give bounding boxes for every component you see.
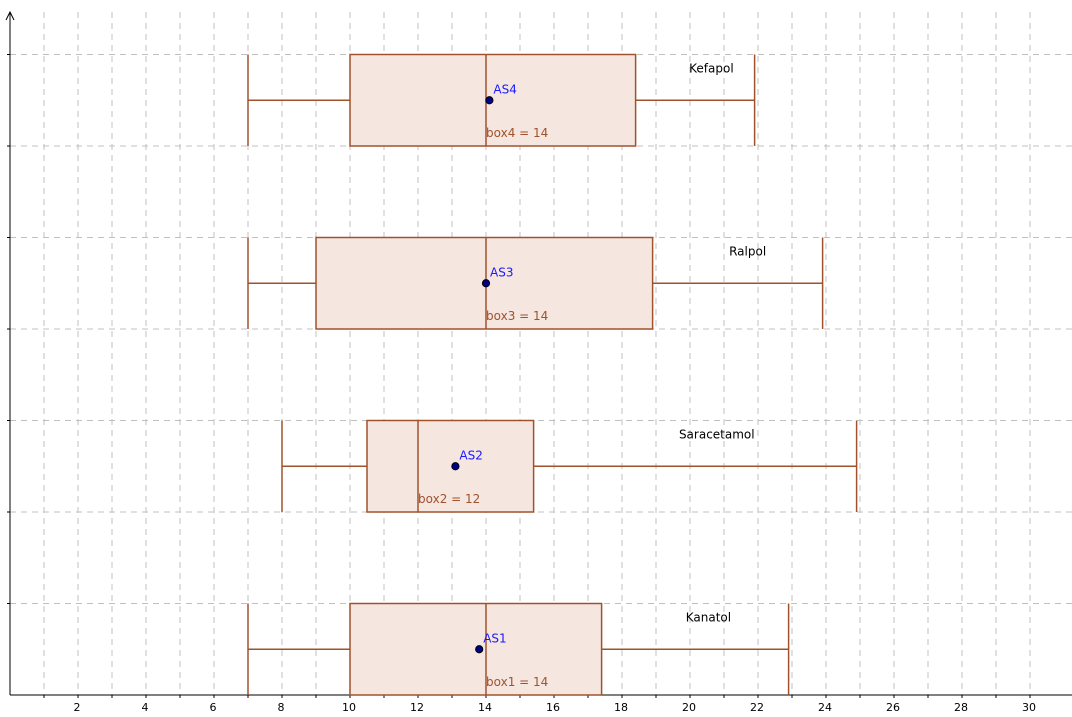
x-ticks: 2 4 6 8 10 12 14 16 18 20 22 24 26 28 30 bbox=[43, 695, 1036, 714]
grid bbox=[7, 12, 1072, 695]
mean-point-label: AS3 bbox=[490, 265, 513, 279]
x-tick-label: 22 bbox=[750, 701, 764, 714]
mean-point-label: AS4 bbox=[493, 82, 516, 96]
x-tick-label: 16 bbox=[546, 701, 560, 714]
boxplot-kefapol: AS4 box4 = 14 Kefapol bbox=[247, 53, 756, 147]
x-tick-label: 20 bbox=[682, 701, 696, 714]
x-tick-label: 4 bbox=[142, 701, 149, 714]
x-tick-label: 8 bbox=[278, 701, 285, 714]
box-value-label: box2 = 12 bbox=[418, 492, 480, 506]
x-tick-label: 12 bbox=[410, 701, 424, 714]
x-tick-label: 24 bbox=[818, 701, 832, 714]
mean-point-label: AS1 bbox=[483, 631, 506, 645]
series-name-label: Kefapol bbox=[689, 62, 734, 76]
mean-point-label: AS2 bbox=[459, 448, 482, 462]
series-name-label: Ralpol bbox=[729, 245, 766, 259]
box-iqr bbox=[366, 419, 535, 513]
x-tick-label: 18 bbox=[614, 701, 628, 714]
mean-point[interactable] bbox=[481, 279, 491, 288]
mean-point[interactable] bbox=[475, 645, 484, 654]
boxes: AS1 box1 = 14 Kanatol AS2 box2 = 12 Saracetam… bbox=[247, 53, 858, 696]
box-value-label: box4 = 14 bbox=[486, 126, 548, 140]
x-tick-label: 28 bbox=[954, 701, 968, 714]
mean-point[interactable] bbox=[451, 462, 460, 471]
box-value-label: box3 = 14 bbox=[486, 309, 548, 323]
series-name-label: Kanatol bbox=[686, 611, 731, 625]
y-axis-arrow-icon bbox=[5, 10, 15, 21]
boxplot-ralpol: AS3 box3 = 14 Ralpol bbox=[247, 236, 824, 330]
box-value-label: box1 = 14 bbox=[486, 675, 548, 689]
x-tick-label: 6 bbox=[210, 701, 217, 714]
x-tick-label: 2 bbox=[74, 701, 81, 714]
mean-point[interactable] bbox=[485, 96, 494, 105]
boxplot-saracetamol: AS2 box2 = 12 Saracetamol bbox=[281, 419, 858, 513]
x-tick-label: 14 bbox=[478, 701, 492, 714]
series-name-label: Saracetamol bbox=[679, 428, 755, 442]
x-tick-label: 30 bbox=[1022, 701, 1036, 714]
boxplot-kanatol: AS1 box1 = 14 Kanatol bbox=[247, 602, 790, 696]
x-tick-label: 10 bbox=[342, 701, 356, 714]
x-tick-label: 26 bbox=[886, 701, 900, 714]
